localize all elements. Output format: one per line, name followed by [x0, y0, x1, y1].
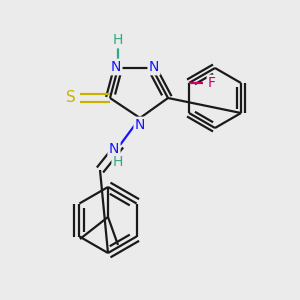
Text: S: S — [66, 91, 76, 106]
Text: H: H — [113, 155, 123, 169]
Text: N: N — [149, 60, 159, 74]
Text: F: F — [208, 76, 216, 90]
Text: N: N — [135, 118, 145, 132]
Text: N: N — [109, 142, 119, 156]
Text: H: H — [113, 33, 123, 47]
Text: N: N — [111, 60, 121, 74]
